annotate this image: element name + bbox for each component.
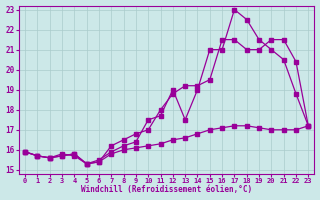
X-axis label: Windchill (Refroidissement éolien,°C): Windchill (Refroidissement éolien,°C): [81, 185, 252, 194]
